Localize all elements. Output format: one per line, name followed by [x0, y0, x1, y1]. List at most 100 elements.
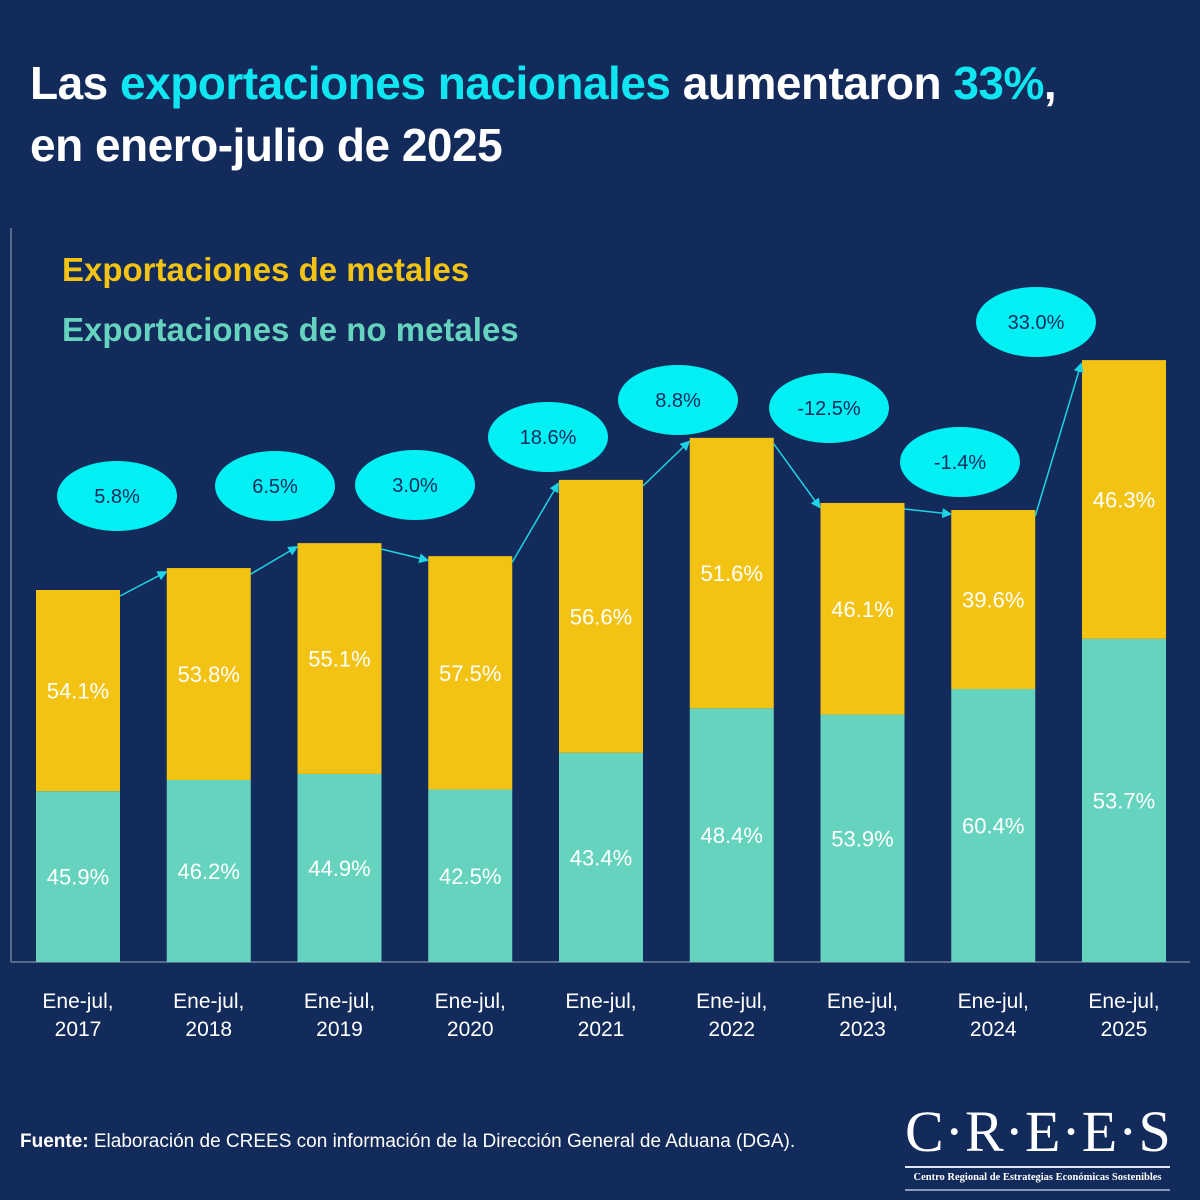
growth-arrow: [1034, 362, 1084, 517]
data-label-non-metals: 53.9%: [831, 826, 893, 851]
source-label: Fuente:: [20, 1131, 89, 1152]
bar-metals: [166, 568, 251, 780]
x-tick-label: Ene-jul, 2021: [565, 990, 636, 1041]
source-note: Fuente: Elaboración de CREES con informa…: [20, 1131, 795, 1153]
data-label-metals: 46.1%: [831, 597, 893, 622]
bar-group-2025: 53.7% 46.3%: [1082, 360, 1166, 962]
bar-group-2022: 48.4% 51.6%: [689, 437, 774, 962]
bar-non-metals: [559, 752, 643, 962]
growth-arrow: [511, 482, 560, 563]
x-tick-label: Ene-jul, 2024: [958, 990, 1029, 1041]
data-label-non-metals: 43.4%: [570, 845, 632, 870]
bar-non-metals: [36, 791, 120, 962]
growth-bubble: -12.5%: [769, 373, 889, 443]
bar-group-2023: 53.9% 46.1%: [820, 502, 905, 962]
x-tick-label: Ene-jul, 2017: [42, 990, 113, 1041]
data-label-non-metals: 53.7%: [1093, 788, 1155, 813]
growth-arrow: [904, 508, 953, 519]
bar-non-metals: [1082, 638, 1166, 962]
data-label-metals: 56.6%: [570, 604, 632, 629]
title-highlight: exportaciones nacionales: [120, 57, 671, 109]
bar-non-metals: [297, 773, 382, 962]
data-label-non-metals: 44.9%: [308, 856, 370, 881]
title-part: aumentaron: [670, 57, 954, 109]
growth-bubble-shape: [618, 365, 738, 435]
growth-bubble: -1.4%: [900, 427, 1020, 497]
title-part: ,: [1043, 57, 1057, 109]
bar-metals: [559, 479, 643, 753]
x-tick-label: Ene-jul, 2022: [696, 990, 767, 1041]
growth-bubble: 5.8%: [57, 461, 177, 531]
growth-bubble: 18.6%: [488, 402, 608, 472]
title-highlight-percent: 33%: [953, 57, 1044, 109]
bar-group-2021: 43.4% 56.6%: [559, 479, 643, 962]
data-label-metals: 55.1%: [308, 647, 370, 672]
bar-group-2024: 60.4% 39.6%: [951, 510, 1036, 962]
growth-arrow: [250, 546, 299, 575]
growth-rate-label: 3.0%: [392, 475, 438, 497]
bar-group-2017: 45.9% 54.1%: [36, 590, 120, 962]
bar-metals: [1082, 360, 1166, 639]
growth-arrow: [381, 548, 430, 564]
growth-rate-label: 5.8%: [94, 486, 140, 508]
growth-bubble-shape: [488, 402, 608, 472]
growth-bubble-shape: [215, 451, 335, 521]
data-label-non-metals: 48.4%: [701, 823, 763, 848]
data-label-non-metals: 45.9%: [47, 865, 109, 890]
growth-bubble: 3.0%: [355, 450, 475, 520]
logo-underline: [905, 1189, 1170, 1191]
bar-group-2020: 42.5% 57.5%: [428, 556, 513, 962]
bar-metals: [428, 556, 513, 790]
legend-item-metals: Exportaciones de metales: [62, 251, 470, 288]
data-label-non-metals: 46.2%: [178, 859, 240, 884]
bar-metals: [36, 590, 120, 792]
growth-rate-label: -12.5%: [797, 398, 861, 420]
growth-rate-label: 33.0%: [1008, 312, 1065, 334]
bar-group-2019: 44.9% 55.1%: [297, 543, 382, 962]
growth-bubble-shape: [976, 287, 1096, 357]
bar-metals: [689, 437, 774, 709]
title-line-1: Las exportaciones nacionales aumentaron …: [30, 52, 1180, 114]
data-label-metals: 51.6%: [701, 561, 763, 586]
growth-bubble-shape: [355, 450, 475, 520]
data-label-metals: 46.3%: [1093, 487, 1155, 512]
data-label-metals: 57.5%: [439, 661, 501, 686]
bar-non-metals: [820, 714, 905, 962]
logo-brand: C·R·E·E·S: [905, 1099, 1172, 1164]
source-text: Elaboración de CREES con información de …: [88, 1131, 796, 1152]
bar-non-metals: [428, 789, 513, 962]
growth-bubble-shape: [900, 427, 1020, 497]
legend-item-non-metals: Exportaciones de no metales: [62, 311, 519, 348]
x-tick-label: Ene-jul, 2025: [1088, 990, 1159, 1041]
x-tick-label: Ene-jul, 2019: [304, 990, 375, 1041]
growth-arrow: [642, 440, 691, 487]
growth-rate-label: 18.6%: [520, 427, 577, 449]
bar-non-metals: [166, 779, 251, 962]
growth-bubble: 8.8%: [618, 365, 738, 435]
growth-rate-label: -1.4%: [934, 452, 986, 474]
bar-metals: [297, 543, 382, 774]
logo-divider: [905, 1166, 1170, 1168]
bar-group-2018: 46.2% 53.8%: [166, 568, 251, 962]
logo-subtitle: Centro Regional de Estrategias Económica…: [913, 1172, 1162, 1183]
growth-bubble-shape: [57, 461, 177, 531]
title-part: Las: [30, 57, 121, 109]
x-tick-label: Ene-jul, 2018: [173, 990, 244, 1041]
page-title: Las exportaciones nacionales aumentaron …: [30, 52, 1180, 176]
title-line-2: en enero-julio de 2025: [30, 119, 503, 171]
data-label-metals: 54.1%: [47, 679, 109, 704]
bar-non-metals: [689, 708, 774, 962]
data-label-non-metals: 42.5%: [439, 864, 501, 889]
bar-non-metals: [951, 689, 1036, 962]
x-tick-label: Ene-jul, 2020: [435, 990, 506, 1041]
growth-bubble: 33.0%: [976, 287, 1096, 357]
chart-legend: Exportaciones de metales Exportaciones d…: [62, 240, 519, 360]
growth-arrow: [773, 443, 821, 509]
growth-rate-label: 6.5%: [252, 476, 298, 498]
growth-bubble-shape: [769, 373, 889, 443]
growth-rate-label: 8.8%: [655, 390, 701, 412]
bar-metals: [951, 510, 1036, 690]
crees-logo: C·R·E·E·S Centro Regional de Estrategias…: [905, 1099, 1172, 1191]
data-label-non-metals: 60.4%: [962, 814, 1024, 839]
